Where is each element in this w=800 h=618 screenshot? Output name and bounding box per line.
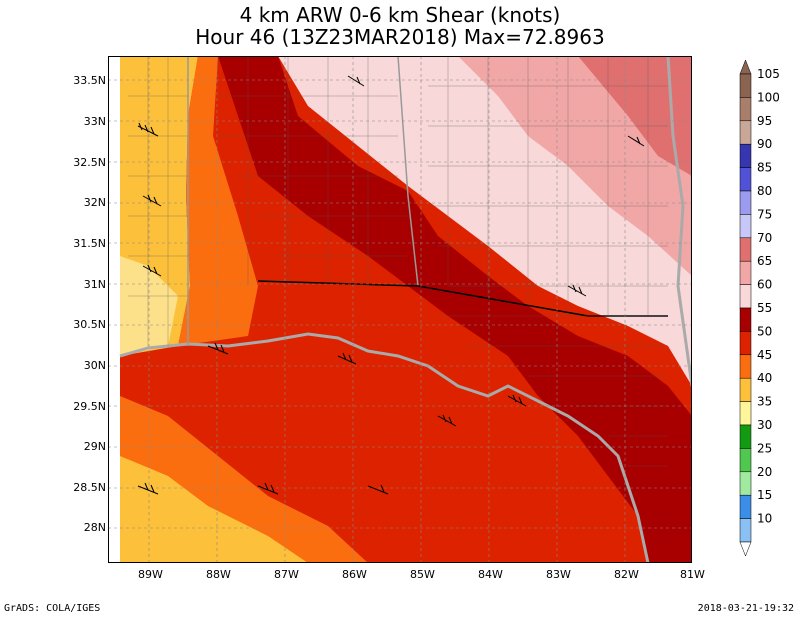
wind-barbs <box>137 75 645 495</box>
lat-label-30n: 30N <box>83 359 106 372</box>
colorbar-label: 65 <box>757 254 772 268</box>
map-subtitle: Hour 46 (13Z23MAR2018) Max=72.8963 <box>195 25 605 49</box>
colorbar-swatch <box>739 143 752 168</box>
colorbar-label: 10 <box>757 512 772 526</box>
colorbar-label: 85 <box>757 161 772 175</box>
colorbar-label: 15 <box>757 488 772 502</box>
shear-field-gulf-40 <box>120 456 308 563</box>
footer-credit: GrADS: COLA/IGES <box>4 603 101 614</box>
lon-label-84w: 84W <box>478 568 503 581</box>
colorbar-top-arrow <box>739 59 752 75</box>
colorbar-swatch <box>739 448 752 473</box>
shear-map <box>108 56 692 563</box>
colorbar-swatch <box>739 284 752 309</box>
lon-label-87w: 87W <box>274 568 299 581</box>
colorbar-label: 75 <box>757 207 772 221</box>
map-title: 4 km ARW 0-6 km Shear (knots) <box>239 3 561 27</box>
colorbar-swatch <box>739 354 752 379</box>
colorbar-swatch <box>739 167 752 192</box>
lat-label-28-5n: 28.5N <box>73 481 106 494</box>
colorbar-swatch <box>739 494 752 519</box>
lat-label-32n: 32N <box>83 196 106 209</box>
colorbar-swatch <box>739 471 752 496</box>
colorbar-swatch <box>739 424 752 449</box>
colorbar-label: 70 <box>757 231 772 245</box>
lat-label-31n: 31N <box>83 278 106 291</box>
lon-label-82w: 82W <box>614 568 639 581</box>
colorbar-legend: 105 100 95 90 85 80 75 70 65 60 55 50 45 40 35 30 25 20 15… <box>739 59 780 557</box>
map-canvas <box>108 56 692 563</box>
colorbar-swatch <box>739 401 752 426</box>
map-frame-border <box>108 56 692 563</box>
colorbar-label: 25 <box>757 441 772 455</box>
colorbar-swatch <box>739 331 752 356</box>
lat-label-33-5n: 33.5N <box>73 74 106 87</box>
lon-label-89w: 89W <box>138 568 163 581</box>
colorbar-label: 105 <box>757 67 780 81</box>
colorbar-label: 95 <box>757 114 772 128</box>
shear-field-55 <box>218 56 692 563</box>
lon-label-86w: 86W <box>342 568 367 581</box>
lon-label-81w: 81W <box>680 568 705 581</box>
lat-label-32-5n: 32.5N <box>73 156 106 169</box>
shear-field-45 <box>178 56 258 346</box>
colorbar-label: 50 <box>757 324 772 338</box>
colorbar-swatch <box>739 120 752 145</box>
colorbar-label: 30 <box>757 418 772 432</box>
colorbar-bottom-arrow <box>739 541 752 557</box>
footer-timestamp: 2018-03-21-19:32 <box>697 603 794 614</box>
lat-label-29n: 29N <box>83 440 106 453</box>
gulf-coastline <box>119 332 650 563</box>
colorbar-label: 100 <box>757 90 780 104</box>
colorbar-swatch <box>739 377 752 402</box>
state-border-al-ga <box>397 56 419 287</box>
lon-label-85w: 85W <box>410 568 435 581</box>
colorbar-swatch <box>739 260 752 285</box>
lon-label-83w: 83W <box>546 568 571 581</box>
colorbar-swatch <box>739 214 752 239</box>
colorbar-swatch <box>739 190 752 215</box>
shear-field-35 <box>120 256 178 356</box>
colorbar-swatch <box>739 97 752 122</box>
colorbar-label: 80 <box>757 184 772 198</box>
colorbar-label: 20 <box>757 465 772 479</box>
colorbar-label: 45 <box>757 348 772 362</box>
lat-label-29-5n: 29.5N <box>73 400 106 413</box>
colorbar-label: 60 <box>757 278 772 292</box>
atlantic-coastline <box>666 56 692 387</box>
colorbar-label: 55 <box>757 301 772 315</box>
colorbar-label: 90 <box>757 137 772 151</box>
county-borders <box>128 56 668 467</box>
colorbar-swatch <box>739 518 752 543</box>
lat-label-31-5n: 31.5N <box>73 237 106 250</box>
colorbar-swatch <box>739 307 752 332</box>
lat-label-30-5n: 30.5N <box>73 318 106 331</box>
colorbar-swatch <box>739 237 752 262</box>
lat-label-33n: 33N <box>83 115 106 128</box>
colorbar-swatch <box>739 73 752 98</box>
lat-label-28n: 28N <box>83 521 106 534</box>
latlon-grid <box>108 56 692 563</box>
colorbar-label: 40 <box>757 371 772 385</box>
colorbar-label: 35 <box>757 395 772 409</box>
lon-label-88w: 88W <box>206 568 231 581</box>
